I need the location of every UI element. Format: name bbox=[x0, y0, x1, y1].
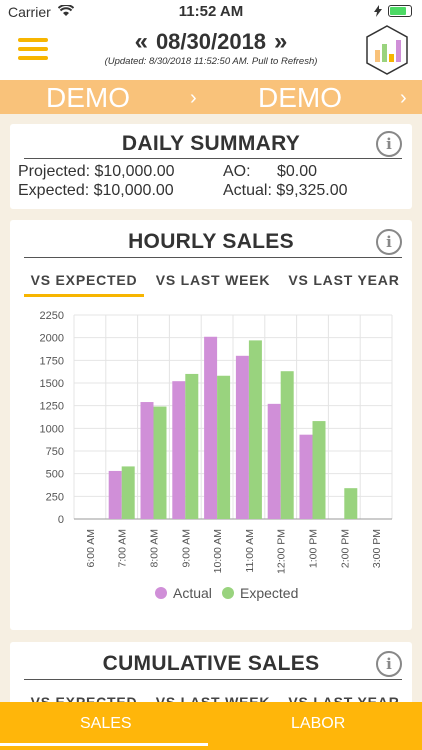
bar-actual bbox=[299, 434, 313, 519]
status-bar: Carrier 11:52 AM bbox=[0, 0, 422, 24]
tab-vs-last-week[interactable]: VS LAST WEEK bbox=[155, 272, 271, 288]
bar-actual bbox=[235, 355, 249, 519]
store-right[interactable]: DEMO bbox=[258, 82, 342, 113]
active-bottom-tab-indicator bbox=[0, 743, 208, 746]
charging-icon bbox=[374, 5, 382, 17]
y-tick-label: 500 bbox=[46, 469, 64, 481]
menu-icon[interactable] bbox=[18, 38, 48, 60]
battery-icon bbox=[388, 5, 412, 17]
y-tick-label: 1750 bbox=[40, 355, 64, 367]
ao-value: $0.00 bbox=[277, 163, 318, 180]
divider bbox=[24, 257, 402, 258]
x-tick-label: 3:00 PM bbox=[371, 529, 383, 568]
legend-label: Actual bbox=[173, 585, 212, 601]
y-tick-label: 250 bbox=[46, 491, 64, 503]
y-tick-label: 1000 bbox=[40, 423, 64, 435]
x-tick-label: 11:00 AM bbox=[244, 529, 256, 573]
hourly-sales-title: HOURLY SALES bbox=[128, 230, 294, 253]
tab-sales[interactable]: SALES bbox=[80, 715, 132, 732]
chevron-right-icon[interactable]: › bbox=[400, 87, 407, 109]
next-day-button[interactable]: » bbox=[274, 28, 288, 55]
info-icon[interactable]: i bbox=[376, 229, 402, 255]
date-navigator: « 08/30/2018 » bbox=[0, 28, 422, 56]
bar-actual bbox=[108, 470, 122, 519]
tab-vs-expected[interactable]: VS EXPECTED bbox=[30, 272, 138, 288]
app-header: « 08/30/2018 » (Updated: 8/30/2018 11:52:5… bbox=[0, 24, 422, 80]
active-tab-indicator bbox=[24, 294, 144, 297]
bottom-tab-bar: SALES LABOR bbox=[0, 702, 422, 750]
legend-swatch-expected bbox=[222, 587, 234, 599]
divider bbox=[24, 679, 402, 680]
x-tick-label: 7:00 AM bbox=[117, 529, 129, 568]
y-tick-label: 2000 bbox=[40, 333, 64, 345]
bar-expected bbox=[121, 466, 135, 519]
y-tick-label: 2250 bbox=[40, 310, 64, 322]
expected-value: Expected: $10,000.00 bbox=[18, 182, 174, 199]
daily-summary-card: DAILY SUMMARY i Projected: $10,000.00 Ex… bbox=[10, 124, 412, 209]
store-left[interactable]: DEMO bbox=[46, 82, 130, 113]
x-tick-label: 10:00 AM bbox=[212, 529, 224, 573]
app-logo-icon[interactable] bbox=[364, 24, 410, 76]
divider bbox=[24, 158, 402, 159]
current-date[interactable]: 08/30/2018 bbox=[155, 29, 267, 54]
chevron-right-icon[interactable]: › bbox=[190, 87, 197, 109]
y-tick-label: 750 bbox=[46, 446, 64, 458]
x-tick-label: 12:00 PM bbox=[276, 529, 288, 574]
legend-label: Expected bbox=[240, 585, 298, 601]
daily-summary-title: DAILY SUMMARY bbox=[121, 132, 301, 155]
last-updated-text: (Updated: 8/30/2018 11:52:50 AM. Pull to… bbox=[104, 56, 318, 67]
wifi-icon bbox=[58, 5, 74, 16]
bar-actual bbox=[267, 403, 281, 519]
hourly-sales-card: HOURLY SALES i VS EXPECTED VS LAST WEEK … bbox=[10, 220, 412, 630]
y-tick-label: 1500 bbox=[40, 378, 64, 390]
previous-day-button[interactable]: « bbox=[134, 28, 148, 55]
status-time: 11:52 AM bbox=[178, 3, 244, 20]
store-selector[interactable]: DEMO › DEMO › bbox=[0, 80, 422, 114]
tab-labor[interactable]: LABOR bbox=[291, 715, 346, 732]
bar-expected bbox=[153, 406, 167, 519]
bar-expected bbox=[344, 488, 358, 519]
x-tick-label: 6:00 AM bbox=[85, 529, 97, 568]
bar-actual bbox=[140, 402, 154, 519]
x-tick-label: 9:00 AM bbox=[180, 529, 192, 568]
ao-label: AO: bbox=[223, 163, 251, 180]
bar-actual bbox=[204, 336, 218, 519]
actual-value: Actual: $9,325.00 bbox=[223, 182, 348, 199]
carrier-label: Carrier bbox=[8, 4, 51, 20]
bar-expected bbox=[280, 371, 294, 519]
hourly-sales-chart: 0 250 500 750 1000 1250 1500 1750 2000 2250 6:00 A… bbox=[40, 310, 393, 601]
bar-actual bbox=[172, 381, 186, 519]
x-tick-label: 8:00 AM bbox=[149, 529, 161, 568]
x-tick-label: 2:00 PM bbox=[339, 529, 351, 568]
info-icon[interactable]: i bbox=[376, 131, 402, 157]
bar-expected bbox=[217, 375, 231, 519]
legend-swatch-actual bbox=[155, 587, 167, 599]
projected-value: Projected: $10,000.00 bbox=[18, 163, 175, 180]
tab-vs-last-year[interactable]: VS LAST YEAR bbox=[288, 272, 400, 288]
y-tick-label: 1250 bbox=[40, 401, 64, 413]
y-tick-label: 0 bbox=[58, 514, 64, 526]
cumulative-sales-title: CUMULATIVE SALES bbox=[102, 652, 320, 675]
bar-expected bbox=[248, 340, 262, 519]
x-tick-label: 1:00 PM bbox=[308, 529, 320, 568]
info-icon[interactable]: i bbox=[376, 651, 402, 677]
bar-expected bbox=[185, 373, 199, 519]
bar-expected bbox=[312, 421, 326, 519]
